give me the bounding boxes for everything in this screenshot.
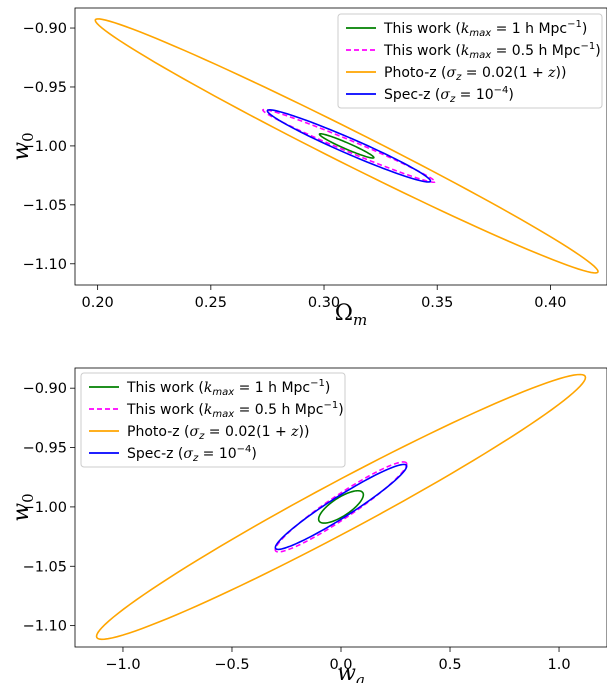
legend-label-1: This work (kmax = 1 h Mpc−1)	[383, 19, 587, 39]
legend-label-3: Photo-z (σz = 0.02(1 + z))	[127, 424, 309, 442]
x-tick-label: 1.0	[548, 657, 571, 673]
y-tick-label: −0.95	[23, 441, 67, 457]
legend-label-1: This work (kmax = 1 h Mpc−1)	[126, 378, 330, 398]
x-tick-label: 0.5	[438, 657, 461, 673]
y-axis-label: w0	[9, 132, 37, 160]
legend-label-4: Spec-z (σz = 10−4)	[384, 85, 514, 105]
legend: This work (kmax = 1 h Mpc−1)This work (k…	[337, 13, 603, 109]
legend-box	[80, 372, 346, 468]
ellipse-series-1	[318, 132, 375, 159]
y-tick-label: −1.00	[23, 500, 67, 516]
x-tick-label: −1.0	[105, 657, 140, 673]
ellipse-series-group	[94, 18, 599, 274]
y-axis-label: w0	[9, 493, 37, 521]
legend-label-2: This work (kmax = 0.5 h Mpc−1)	[383, 41, 601, 61]
legend-label-2: This work (kmax = 0.5 h Mpc−1)	[126, 400, 344, 420]
x-tick-label: 0.25	[195, 295, 227, 311]
legend-box	[337, 13, 603, 109]
y-tick-label: −0.90	[23, 21, 67, 37]
ellipse-series-2	[274, 461, 408, 553]
x-tick-label: 0.40	[534, 295, 566, 311]
y-tick-label: −1.10	[23, 257, 67, 273]
y-tick-label: −1.00	[23, 139, 67, 155]
legend-label-3: Photo-z (σz = 0.02(1 + z))	[384, 65, 566, 83]
chart-panel-wa-vs-w0: −1.0 −0.5 0.0 0.5 1.0 −0.90 −0.95 −1.00 −1.05 −1.…	[9, 367, 607, 683]
legend: This work (kmax = 1 h Mpc−1)This work (k…	[80, 372, 346, 468]
ellipse-series-4	[274, 463, 408, 551]
y-tick-label: −0.95	[23, 80, 67, 96]
legend-label-4: Spec-z (σz = 10−4)	[127, 444, 257, 464]
ellipse-series-2	[262, 108, 436, 184]
x-tick-label: −0.5	[214, 657, 249, 673]
x-axis-label: Ωm	[335, 301, 367, 329]
x-tick-label: 0.0	[329, 657, 352, 673]
x-tick-label: 0.35	[421, 295, 453, 311]
chart-panel-omega-m-vs-w0: 0.20 0.25 0.30 0.35 0.40 −0.90 −0.95 −1.00 −1.05…	[9, 7, 607, 329]
x-axis-label: wa	[337, 661, 365, 683]
y-tick-label: −1.10	[23, 619, 67, 635]
ellipse-series-3	[94, 18, 599, 274]
ellipse-series-4	[266, 109, 432, 183]
plot-frame	[74, 7, 607, 286]
y-tick-label: −1.05	[23, 198, 67, 214]
y-tick-label: −0.90	[23, 381, 67, 397]
x-tick-label: 0.30	[308, 295, 340, 311]
y-tick-label: −1.05	[23, 559, 67, 575]
ellipse-series-group	[95, 373, 587, 641]
ellipse-series-1	[317, 489, 365, 524]
x-tick-label: 0.20	[81, 295, 113, 311]
ellipse-series-3	[95, 373, 587, 641]
